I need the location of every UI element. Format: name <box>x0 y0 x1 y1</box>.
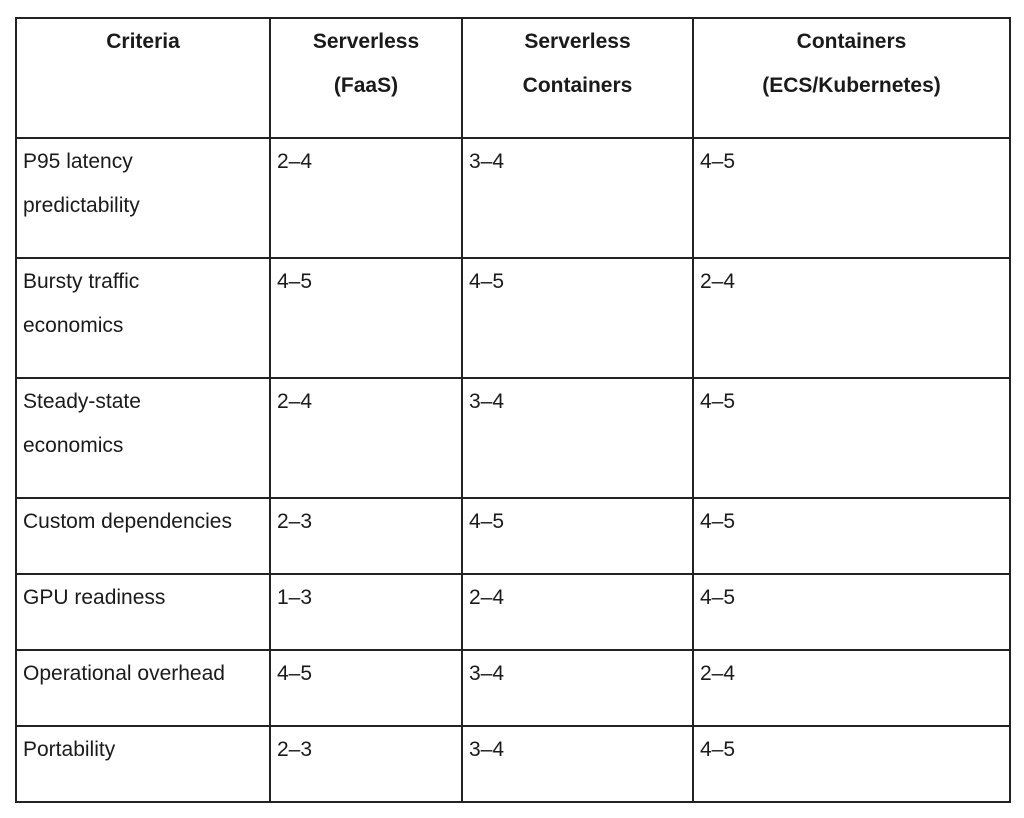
table-row: GPU readiness 1–3 2–4 4–5 <box>15 573 1011 651</box>
faas-score: 4–5 <box>269 257 463 379</box>
serverless-containers-score: 4–5 <box>461 497 694 575</box>
header-label-line2: (ECS/Kubernetes) <box>762 74 941 97</box>
table-row: Custom dependencies 2–3 4–5 4–5 <box>15 497 1011 575</box>
faas-score: 2–4 <box>269 377 463 499</box>
criteria-cell: Operational overhead <box>15 649 271 727</box>
faas-score: 4–5 <box>269 649 463 727</box>
faas-score: 2–3 <box>269 497 463 575</box>
criteria-label-line1: Bursty traffic <box>23 270 140 293</box>
serverless-containers-score: 4–5 <box>461 257 694 379</box>
header-row: Criteria Serverless (FaaS) Serverless Co… <box>15 17 1011 139</box>
containers-score: 4–5 <box>692 573 1011 651</box>
containers-score: 4–5 <box>692 497 1011 575</box>
table-row: Operational overhead 4–5 3–4 2–4 <box>15 649 1011 727</box>
comparison-table: Criteria Serverless (FaaS) Serverless Co… <box>15 17 1011 803</box>
serverless-containers-score: 3–4 <box>461 377 694 499</box>
table-row: Steady-state economics 2–4 3–4 4–5 <box>15 377 1011 499</box>
containers-score: 4–5 <box>692 377 1011 499</box>
serverless-containers-score: 3–4 <box>461 725 694 803</box>
header-label-line1: Serverless <box>524 30 631 53</box>
header-criteria-label: Criteria <box>106 30 180 53</box>
header-containers: Containers (ECS/Kubernetes) <box>692 17 1011 139</box>
criteria-label-line2: economics <box>23 434 124 457</box>
serverless-containers-score: 2–4 <box>461 573 694 651</box>
criteria-cell: Custom dependencies <box>15 497 271 575</box>
header-label-line2: Containers <box>522 74 633 97</box>
header-label-line1: Serverless <box>312 30 420 53</box>
criteria-label-line2: predictability <box>23 194 140 217</box>
serverless-containers-score: 3–4 <box>461 137 694 259</box>
faas-score: 1–3 <box>269 573 463 651</box>
criteria-cell: Steady-state economics <box>15 377 271 499</box>
criteria-cell: Portability <box>15 725 271 803</box>
header-label-line1: Containers <box>796 30 907 53</box>
table-row: Bursty traffic economics 4–5 4–5 2–4 <box>15 257 1011 379</box>
header-serverless-containers: Serverless Containers <box>461 17 694 139</box>
header-serverless-faas: Serverless (FaaS) <box>269 17 463 139</box>
criteria-label-line2: economics <box>23 314 124 337</box>
containers-score: 2–4 <box>692 257 1011 379</box>
criteria-label-line1: Steady-state <box>23 390 141 413</box>
criteria-cell: Bursty traffic economics <box>15 257 271 379</box>
header-label-line2: (FaaS) <box>333 74 399 97</box>
faas-score: 2–4 <box>269 137 463 259</box>
table-row: P95 latency predictability 2–4 3–4 4–5 <box>15 137 1011 259</box>
table-row: Portability 2–3 3–4 4–5 <box>15 725 1011 803</box>
criteria-label-line1: P95 latency <box>23 150 133 173</box>
faas-score: 2–3 <box>269 725 463 803</box>
serverless-containers-score: 3–4 <box>461 649 694 727</box>
header-criteria: Criteria <box>15 17 271 139</box>
containers-score: 4–5 <box>692 137 1011 259</box>
containers-score: 4–5 <box>692 725 1011 803</box>
criteria-cell: GPU readiness <box>15 573 271 651</box>
containers-score: 2–4 <box>692 649 1011 727</box>
criteria-cell: P95 latency predictability <box>15 137 271 259</box>
